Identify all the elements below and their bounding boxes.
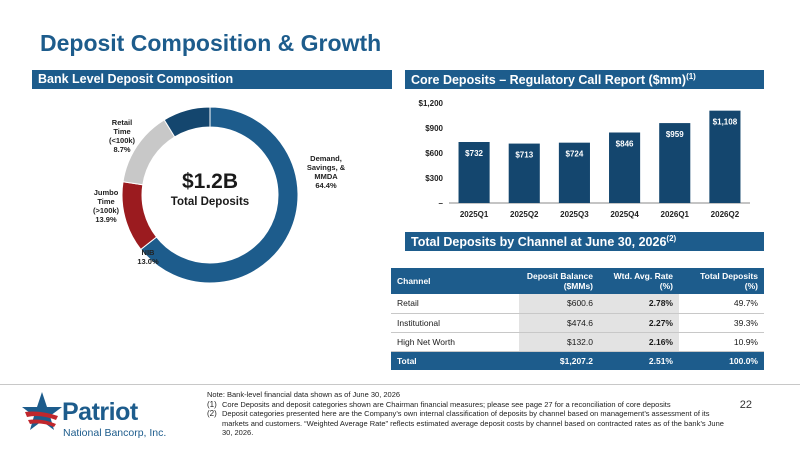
- donut-slice-demand: [140, 106, 299, 284]
- cell-balance: $600.6: [519, 294, 599, 314]
- footer-divider: [0, 384, 800, 385]
- x-tick-label: 2026Q2: [711, 210, 740, 219]
- y-tick-label: $900: [425, 124, 443, 133]
- bar-2026Q1: [659, 123, 691, 203]
- donut-center-label: Total Deposits: [170, 196, 250, 208]
- table-row: Retail $600.6 2.78% 49.7%: [391, 294, 764, 314]
- donut-label-nib: NIB 13.0%: [137, 248, 159, 266]
- x-tick-label: 2025Q3: [560, 210, 589, 219]
- cell-channel: Institutional: [391, 313, 519, 333]
- col-header-balance: Deposit Balance ($MMs): [519, 268, 599, 294]
- donut-label-jumbo: Jumbo Time (>100k) 13.9%: [92, 188, 120, 224]
- col-header-total-pct: Total Deposits (%): [679, 268, 764, 294]
- footnote-text: Core Deposits and deposit categories sho…: [222, 399, 671, 409]
- x-tick-label: 2025Q1: [460, 210, 489, 219]
- bar-2025Q3: [558, 142, 590, 203]
- bar-2026Q2: [709, 110, 741, 203]
- cell-rate: 2.78%: [599, 294, 679, 314]
- bar-2025Q2: [508, 143, 540, 203]
- logo-name: Patriot: [62, 398, 138, 426]
- cell-channel: High Net Worth: [391, 332, 519, 352]
- donut-label-demand: Demand, Savings, & MMDA 64.4%: [306, 154, 346, 190]
- logo-subtitle: National Bancorp, Inc.: [63, 427, 167, 439]
- channel-deposits-header: Total Deposits by Channel at June 30, 20…: [405, 232, 764, 251]
- y-tick-label: $1,200: [419, 99, 444, 108]
- donut-label-retail-time: Retail Time (<100k) 8.7%: [108, 118, 136, 154]
- bar-value-label: $724: [566, 150, 584, 159]
- y-tick-label: $300: [425, 174, 443, 183]
- footnotes: Note: Bank-level financial data shown as…: [207, 390, 727, 438]
- deposit-composition-donut: [121, 106, 299, 284]
- core-deposits-bar-chart: – $300 $600 $900 $1,200 $732 2025Q1 $713 2025Q2 $…: [419, 99, 750, 219]
- bar-value-label: $713: [515, 151, 533, 160]
- col-header-rate: Wtd. Avg. Rate (%): [599, 268, 679, 294]
- donut-slice-retail-time: [163, 106, 211, 138]
- cell-balance: $474.6: [519, 313, 599, 333]
- table-total-row: Total $1,207.2 2.51% 100.0%: [391, 351, 764, 370]
- cell-total-rate: 2.51%: [599, 351, 679, 370]
- table-row: High Net Worth $132.0 2.16% 10.9%: [391, 332, 764, 352]
- deposits-by-channel-table: Channel Deposit Balance ($MMs) Wtd. Avg. …: [391, 268, 764, 370]
- bar-value-label: $846: [616, 140, 634, 149]
- footnote-number: (1): [207, 399, 217, 409]
- table-header-row: Channel Deposit Balance ($MMs) Wtd. Avg. …: [391, 268, 764, 294]
- page-title: Deposit Composition & Growth: [40, 30, 382, 56]
- footnote-number: (2): [207, 409, 217, 418]
- bar-2025Q4: [609, 132, 641, 203]
- cell-total-pct: 49.7%: [679, 294, 764, 314]
- composition-header: Bank Level Deposit Composition: [32, 70, 392, 89]
- col-header-channel: Channel: [391, 268, 519, 294]
- patriot-star-logo-icon: [22, 392, 62, 430]
- cell-channel: Retail: [391, 294, 519, 314]
- y-tick-label: $600: [425, 149, 443, 158]
- cell-total-balance: $1,207.2: [519, 351, 599, 370]
- donut-center-value: $1.2B: [181, 170, 239, 193]
- cell-total-pct: 10.9%: [679, 332, 764, 352]
- cell-balance: $132.0: [519, 332, 599, 352]
- footnote-text: Deposit categories presented here are th…: [222, 409, 724, 437]
- page-number: 22: [739, 399, 752, 411]
- cell-total-pct: 100.0%: [679, 351, 764, 370]
- cell-rate: 2.27%: [599, 313, 679, 333]
- cell-total-label: Total: [391, 351, 519, 370]
- x-tick-label: 2025Q4: [610, 210, 639, 219]
- x-tick-label: 2025Q2: [510, 210, 539, 219]
- bar-value-label: $732: [465, 149, 483, 158]
- bar-2025Q1: [458, 142, 490, 203]
- footnote-intro: Note: Bank-level financial data shown as…: [207, 390, 401, 399]
- bar-value-label: $959: [666, 130, 684, 139]
- table-row: Institutional $474.6 2.27% 39.3%: [391, 313, 764, 333]
- footnote-2: (2) Deposit categories presented here ar…: [207, 409, 727, 438]
- footnote-1: (1) Core Deposits and deposit categories…: [207, 400, 727, 410]
- cell-total-pct: 39.3%: [679, 313, 764, 333]
- core-deposits-header: Core Deposits – Regulatory Call Report (…: [405, 70, 764, 89]
- cell-rate: 2.16%: [599, 332, 679, 352]
- x-tick-label: 2026Q1: [661, 210, 690, 219]
- y-tick-label: –: [439, 199, 444, 208]
- bar-value-label: $1,108: [713, 118, 738, 127]
